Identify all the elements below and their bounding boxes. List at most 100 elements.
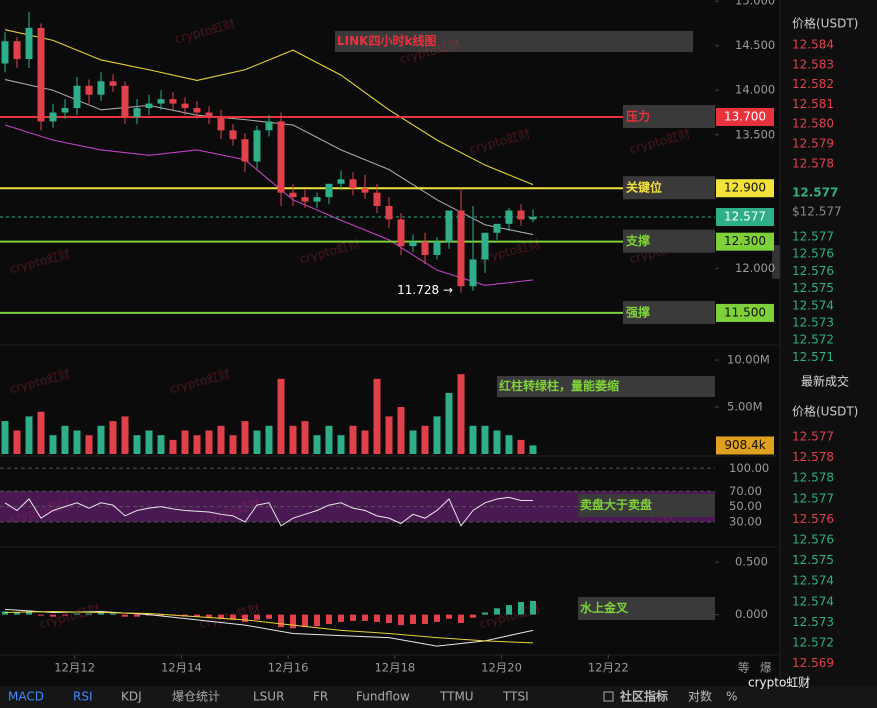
- candle-body: [265, 121, 273, 131]
- candle-body: [469, 259, 477, 287]
- band-line: [4, 124, 534, 286]
- volume-bar: [133, 435, 141, 454]
- indicator-tab[interactable]: 爆仓统计: [172, 690, 220, 704]
- y-tick-label: 5.00M: [727, 400, 763, 414]
- toolbar-option[interactable]: 社区指标: [619, 689, 668, 704]
- volume-last-box: [716, 436, 774, 455]
- macd-bar: [266, 614, 272, 619]
- ask-price: 12.582: [792, 77, 834, 91]
- toolbar-option[interactable]: 对数: [688, 689, 712, 704]
- trade-price: 12.577: [792, 491, 834, 505]
- scroll-handle[interactable]: [772, 245, 780, 279]
- trade-price: 12.574: [792, 594, 834, 608]
- toolbar-option[interactable]: %: [726, 690, 737, 704]
- volume-bar: [229, 435, 237, 454]
- bid-price: 12.571: [792, 350, 834, 364]
- volume-bar: [325, 425, 333, 454]
- trades-header: 价格(USDT): [792, 404, 858, 419]
- y-tick-label: 30.00: [729, 514, 762, 528]
- candle-body: [373, 192, 381, 207]
- candle-body: [517, 210, 525, 220]
- level-tag: 压力: [626, 108, 650, 123]
- indicator-tab[interactable]: TTMU: [439, 690, 474, 704]
- y-tick-label: 50.00: [729, 499, 762, 513]
- macd-line: [4, 610, 534, 644]
- macd-bar: [110, 613, 116, 615]
- axis-button[interactable]: 爆: [760, 661, 772, 675]
- volume-bar: [253, 430, 261, 454]
- trade-price: 12.575: [792, 553, 834, 567]
- candle-body: [97, 81, 105, 95]
- ask-price: 12.578: [792, 156, 834, 170]
- indicator-tab[interactable]: FR: [313, 690, 328, 704]
- macd-bar: [62, 614, 68, 616]
- level-price-box: [716, 232, 774, 251]
- level-price: 12.300: [724, 234, 766, 248]
- volume-bar: [61, 425, 69, 454]
- volume-bar: [385, 416, 393, 454]
- macd-bar: [74, 613, 80, 615]
- macd-bar: [530, 600, 536, 615]
- indicator-tab[interactable]: Fundflow: [356, 690, 410, 704]
- level-tag-box: [623, 300, 715, 324]
- volume-bar: [1, 421, 9, 454]
- volume-bar: [469, 425, 477, 454]
- volume-bar: [109, 421, 117, 454]
- candle-body: [241, 139, 249, 162]
- level-tag: 强撑: [626, 304, 650, 319]
- trades-title[interactable]: 最新成交: [801, 374, 849, 389]
- candle-body: [73, 85, 81, 109]
- candle-body: [409, 241, 417, 247]
- note: 卖盘大于卖盘: [580, 497, 652, 512]
- candle-body: [445, 210, 453, 242]
- candle-body: [217, 116, 225, 131]
- y-tick-label: 70.00: [729, 484, 762, 498]
- x-tick-label: 12月14: [161, 661, 202, 675]
- trade-price: 12.573: [792, 615, 834, 629]
- volume-bar: [193, 435, 201, 454]
- candle-body: [229, 130, 237, 140]
- macd-bar: [518, 601, 524, 615]
- candle-body: [481, 232, 489, 260]
- volume-bar: [457, 374, 465, 454]
- trade-price: 12.578: [792, 471, 834, 485]
- macd-bar: [2, 611, 8, 615]
- candle-body: [385, 206, 393, 220]
- indicator-tab[interactable]: LSUR: [253, 690, 284, 704]
- note-box: [578, 494, 715, 517]
- trade-price: 12.572: [792, 636, 834, 650]
- indicator-tab[interactable]: MACD: [8, 690, 44, 704]
- candle-body: [13, 41, 21, 60]
- level-price-box: [716, 179, 774, 198]
- volume-bar: [85, 435, 93, 454]
- axis-button[interactable]: 等: [738, 661, 750, 675]
- trade-price: 12.578: [792, 450, 834, 464]
- volume-bar: [145, 430, 153, 454]
- macd-bar: [38, 614, 44, 616]
- volume-bar: [313, 435, 321, 454]
- candle-body: [529, 216, 537, 220]
- candle-body: [25, 27, 33, 60]
- indicator-tab[interactable]: RSI: [73, 690, 93, 704]
- indicator-tab[interactable]: KDJ: [121, 690, 142, 704]
- ob-header: 价格(USDT): [792, 16, 858, 31]
- trade-price: 12.576: [792, 512, 834, 526]
- macd-bar: [230, 614, 236, 620]
- volume-bar: [349, 425, 357, 454]
- last-price: 12.577: [724, 209, 766, 223]
- candle-body: [205, 112, 213, 117]
- volume-bar: [493, 430, 501, 454]
- bid-price: 12.573: [792, 316, 834, 330]
- level-price: 12.900: [724, 181, 766, 195]
- indicator-tab[interactable]: TTSI: [502, 690, 529, 704]
- volume-bar: [13, 430, 21, 454]
- trade-price: 12.576: [792, 533, 834, 547]
- level-tag: 关键位: [626, 180, 662, 195]
- bid-price: 12.577: [792, 230, 834, 244]
- y-tick-label: 13.500: [735, 127, 775, 141]
- volume-bar: [121, 416, 129, 454]
- macd-bar: [494, 608, 500, 615]
- y-tick-label: 14.000: [735, 83, 775, 97]
- macd-bar: [290, 614, 296, 629]
- edit-icon[interactable]: [603, 691, 614, 702]
